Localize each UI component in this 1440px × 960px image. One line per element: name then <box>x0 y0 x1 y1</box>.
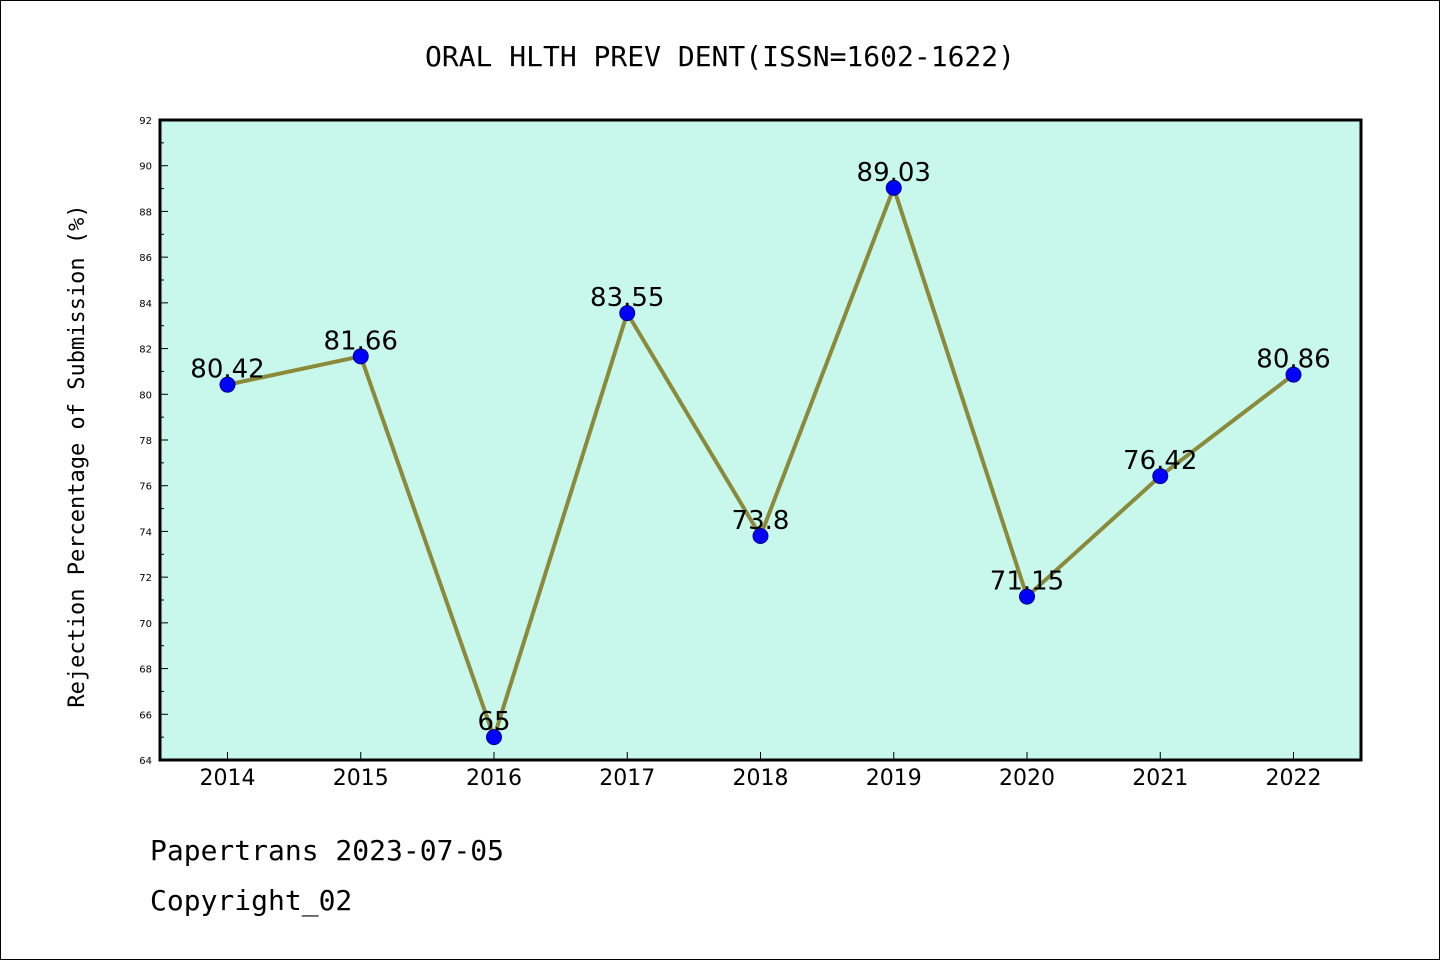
data-label: 71.15 <box>990 567 1064 597</box>
footer-date: Papertrans 2023-07-05 <box>150 834 505 867</box>
y-tick-label: 78 <box>139 436 152 447</box>
y-tick-label: 80 <box>139 390 152 401</box>
y-tick-label: 76 <box>139 482 152 493</box>
data-labels: 80.42 81.66 65 83.55 73.8 89.03 71.15 76.42 80.8… <box>190 158 1330 737</box>
y-tick-label: 84 <box>139 299 152 310</box>
data-label: 80.86 <box>1256 345 1330 375</box>
x-tick-label: 2019 <box>866 766 922 791</box>
x-tick-label: 2014 <box>200 766 256 791</box>
x-tick-label: 2015 <box>333 766 389 791</box>
y-tick-label: 66 <box>139 710 152 721</box>
data-label: 81.66 <box>324 326 398 356</box>
data-point <box>619 305 636 322</box>
y-tick-label: 86 <box>139 253 152 264</box>
plot-area <box>158 118 1363 762</box>
data-label: 65 <box>477 707 510 737</box>
y-tick-label: 72 <box>139 573 152 584</box>
data-label: 89.03 <box>857 158 931 188</box>
data-point <box>219 376 236 393</box>
y-tick-label: 88 <box>139 207 152 218</box>
data-point <box>885 179 902 196</box>
x-tick-label: 2018 <box>733 766 789 791</box>
footer-copyright: Copyright_02 <box>150 884 353 917</box>
data-point <box>486 729 502 746</box>
data-point <box>1285 366 1302 383</box>
data-label: 80.42 <box>190 355 264 385</box>
y-tick-label: 64 <box>139 756 152 767</box>
data-label: 73.8 <box>732 506 790 536</box>
y-axis-label: Rejection Percentage of Submission (%) <box>65 204 90 707</box>
y-tick-label: 68 <box>139 665 152 676</box>
x-tick-label: 2016 <box>466 766 522 791</box>
data-point <box>1019 588 1035 605</box>
data-point <box>352 348 369 365</box>
x-axis: 2014 2015 2016 2017 2018 2019 2020 2021 2022 <box>200 752 1322 791</box>
data-points <box>219 179 1302 746</box>
x-tick-label: 2021 <box>1132 766 1188 791</box>
y-axis: 64 66 68 70 72 74 76 78 80 82 84 86 88 90 92 <box>139 116 168 767</box>
data-label: 76.42 <box>1123 446 1197 476</box>
data-label: 83.55 <box>590 283 664 313</box>
chart-title: ORAL HLTH PREV DENT(ISSN=1602-1622) <box>425 40 1015 73</box>
x-tick-label: 2017 <box>599 766 655 791</box>
y-tick-label: 90 <box>139 162 152 173</box>
y-tick-label: 82 <box>139 345 152 356</box>
y-tick-label: 74 <box>139 527 152 538</box>
y-tick-label: 70 <box>139 619 152 630</box>
y-tick-label: 92 <box>139 116 152 127</box>
x-tick-label: 2020 <box>999 766 1055 791</box>
data-point <box>1152 468 1169 485</box>
data-point <box>752 528 769 544</box>
x-tick-label: 2022 <box>1266 766 1322 791</box>
